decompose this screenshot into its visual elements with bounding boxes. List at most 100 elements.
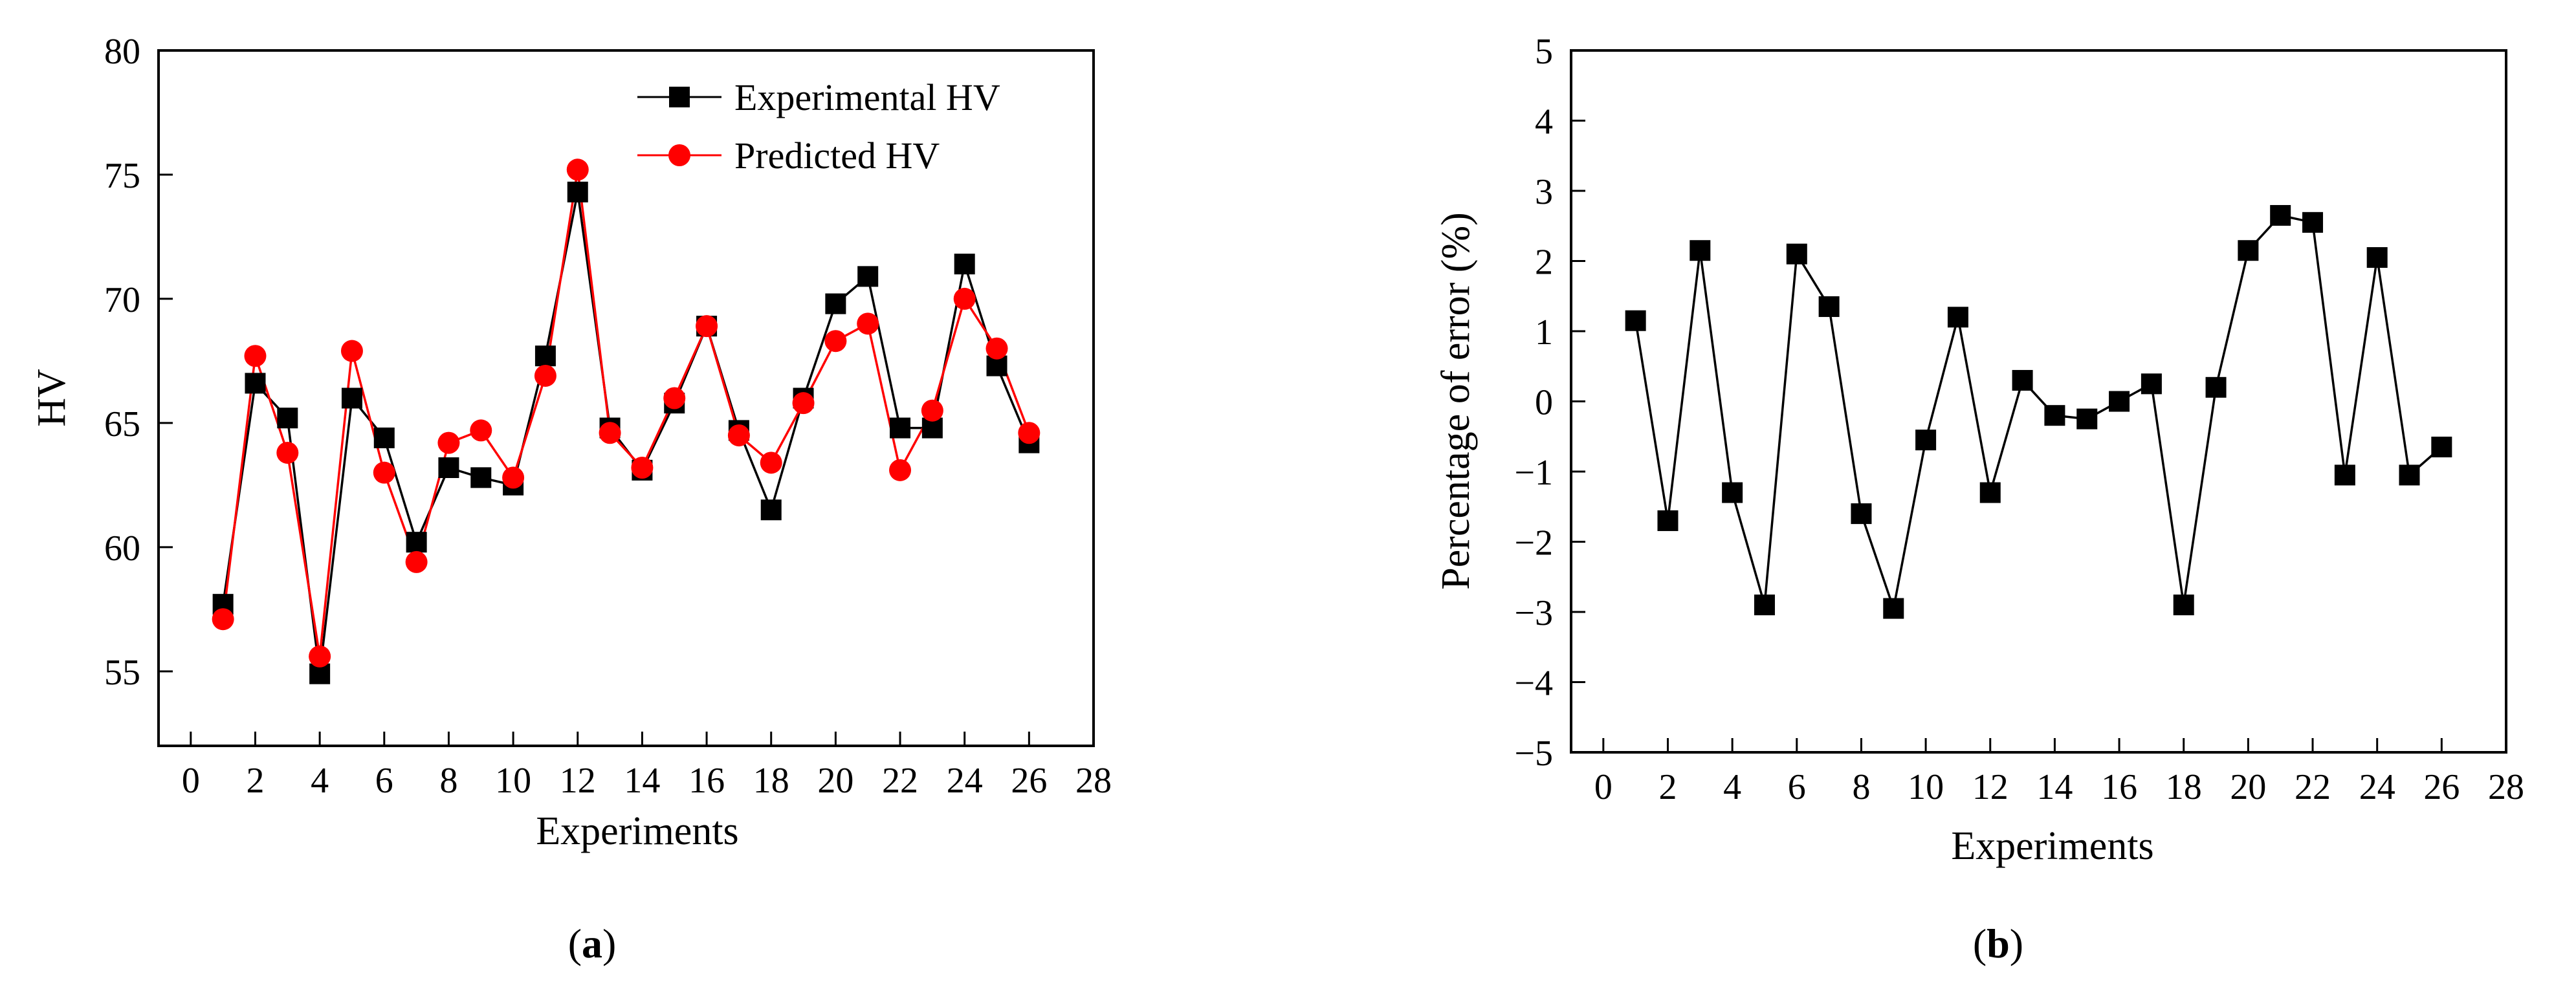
point-percentage-of-error (1625, 310, 1646, 331)
chart-b-y-tick-label: −3 (1514, 593, 1553, 633)
chart-b-x-axis: 0 2 4 6 8 10 12 14 16 18 20 22 24 26 28 (1594, 738, 2524, 807)
chart-a-legend: Experimental HV Predicted HV (637, 76, 1000, 177)
point-predicted-hv (373, 461, 395, 484)
chart-a-y-tick-label: 60 (104, 528, 140, 569)
point-predicted-hv (599, 422, 621, 444)
point-percentage-of-error (2012, 369, 2033, 391)
point-predicted-hv (212, 608, 234, 631)
point-percentage-of-error (1722, 482, 1743, 503)
point-percentage-of-error (1754, 594, 1775, 616)
chart-b-x-tick-label: 18 (2166, 767, 2202, 807)
point-experimental-hv (890, 417, 911, 439)
point-predicted-hv (309, 645, 331, 668)
chart-b-y-tick-label: −1 (1514, 453, 1553, 493)
chart-b-x-tick-label: 22 (2295, 767, 2331, 807)
chart-a-x-tick-label: 0 (182, 761, 200, 801)
chart-a-y-axis-title: HV (30, 369, 74, 427)
point-predicted-hv (566, 158, 589, 181)
point-percentage-of-error (1657, 510, 1679, 531)
point-experimental-hv (857, 266, 879, 287)
point-percentage-of-error (2302, 212, 2324, 233)
chart-b-x-tick-label: 20 (2230, 767, 2266, 807)
point-experimental-hv (406, 532, 427, 553)
point-experimental-hv (341, 387, 362, 409)
chart-b-y-axis-title: Percentage of error (%) (1434, 212, 1478, 590)
chart-b-y-tick-label: −5 (1514, 734, 1553, 774)
chart-a-caption-close: ) (602, 920, 616, 966)
chart-a-y-tick-label: 55 (104, 653, 140, 693)
point-predicted-hv (792, 392, 815, 415)
chart-b-y-tick-label: 0 (1535, 383, 1553, 423)
point-percentage-of-error (2141, 373, 2162, 395)
point-experimental-hv (760, 499, 782, 521)
chart-a-y-axis: 55 60 65 70 75 80 (104, 32, 173, 693)
chart-b-x-tick-label: 14 (2036, 767, 2073, 807)
chart-b-x-tick-label: 24 (2359, 767, 2395, 807)
point-experimental-hv (373, 427, 395, 448)
point-experimental-hv (954, 254, 975, 275)
chart-b-x-tick-label: 28 (2488, 767, 2524, 807)
point-predicted-hv (824, 330, 847, 353)
chart-b-x-tick-label: 8 (1852, 767, 1870, 807)
chart-a-caption-open: ( (568, 920, 582, 966)
chart-b-y-tick-label: −4 (1514, 664, 1553, 704)
chart-b-x-tick-label: 10 (1908, 767, 1944, 807)
point-predicted-hv (276, 441, 299, 464)
point-percentage-of-error (1786, 243, 1807, 265)
legend-predicted-marker (668, 144, 690, 166)
point-experimental-hv (534, 345, 556, 367)
chart-a-plot-frame (157, 49, 1095, 747)
point-percentage-of-error (1979, 482, 2001, 503)
chart-a-x-tick-label: 24 (947, 761, 983, 801)
chart-a-x-tick-label: 14 (624, 761, 660, 801)
point-predicted-hv (502, 466, 525, 489)
point-predicted-hv (921, 399, 943, 422)
chart-a-x-tick-label: 18 (753, 761, 789, 801)
chart-b-x-tick-label: 16 (2101, 767, 2137, 807)
point-predicted-hv (244, 345, 267, 367)
point-percentage-of-error (2109, 391, 2130, 412)
point-predicted-hv (1018, 422, 1040, 444)
point-predicted-hv (889, 459, 912, 481)
chart-a-data-points (212, 158, 1040, 684)
point-predicted-hv (985, 337, 1008, 360)
chart-a-x-tick-label: 2 (246, 761, 264, 801)
point-predicted-hv (663, 387, 686, 409)
chart-b-caption-close: ) (2010, 920, 2023, 966)
point-experimental-hv (470, 467, 492, 488)
chart-a-caption: (a) (568, 920, 617, 966)
chart-b-caption: (b) (1973, 920, 2023, 966)
point-predicted-hv (405, 550, 428, 573)
point-predicted-hv (857, 312, 879, 335)
point-predicted-hv (953, 287, 976, 310)
point-percentage-of-error (2205, 376, 2227, 398)
point-experimental-hv (277, 408, 298, 429)
chart-b-x-tick-label: 0 (1594, 767, 1613, 807)
chart-b-y-tick-label: 1 (1535, 312, 1553, 353)
chart-b-y-tick-label: −2 (1514, 523, 1553, 563)
point-percentage-of-error (2238, 240, 2259, 261)
chart-a-x-axis: 0 2 4 6 8 10 12 14 16 18 20 22 24 26 28 (182, 732, 1112, 801)
chart-a-x-tick-label: 16 (688, 761, 725, 801)
chart-b-caption-letter: b (1987, 920, 2010, 966)
point-percentage-of-error (2431, 437, 2452, 458)
chart-a-x-tick-label: 26 (1011, 761, 1047, 801)
chart-a-x-tick-label: 6 (375, 761, 393, 801)
chart-a-y-tick-label: 70 (104, 280, 140, 320)
point-experimental-hv (245, 373, 266, 394)
chart-a-x-tick-label: 10 (495, 761, 531, 801)
point-experimental-hv (825, 293, 846, 314)
point-predicted-hv (696, 315, 718, 338)
point-percentage-of-error (2399, 464, 2420, 486)
chart-a-y-tick-label: 75 (104, 156, 140, 196)
point-percentage-of-error (1915, 430, 1937, 451)
chart-b-y-axis: −5 −4 −3 −2 −1 0 1 2 3 4 5 (1514, 32, 1585, 774)
point-percentage-of-error (1851, 503, 1872, 525)
chart-b-y-tick-label: 5 (1535, 32, 1553, 72)
legend-experimental-label: Experimental HV (734, 76, 1000, 118)
chart-b-y-tick-label: 2 (1535, 243, 1553, 283)
chart-a-caption-letter: a (582, 920, 602, 966)
chart-a-x-axis-title: Experiments (536, 809, 738, 853)
